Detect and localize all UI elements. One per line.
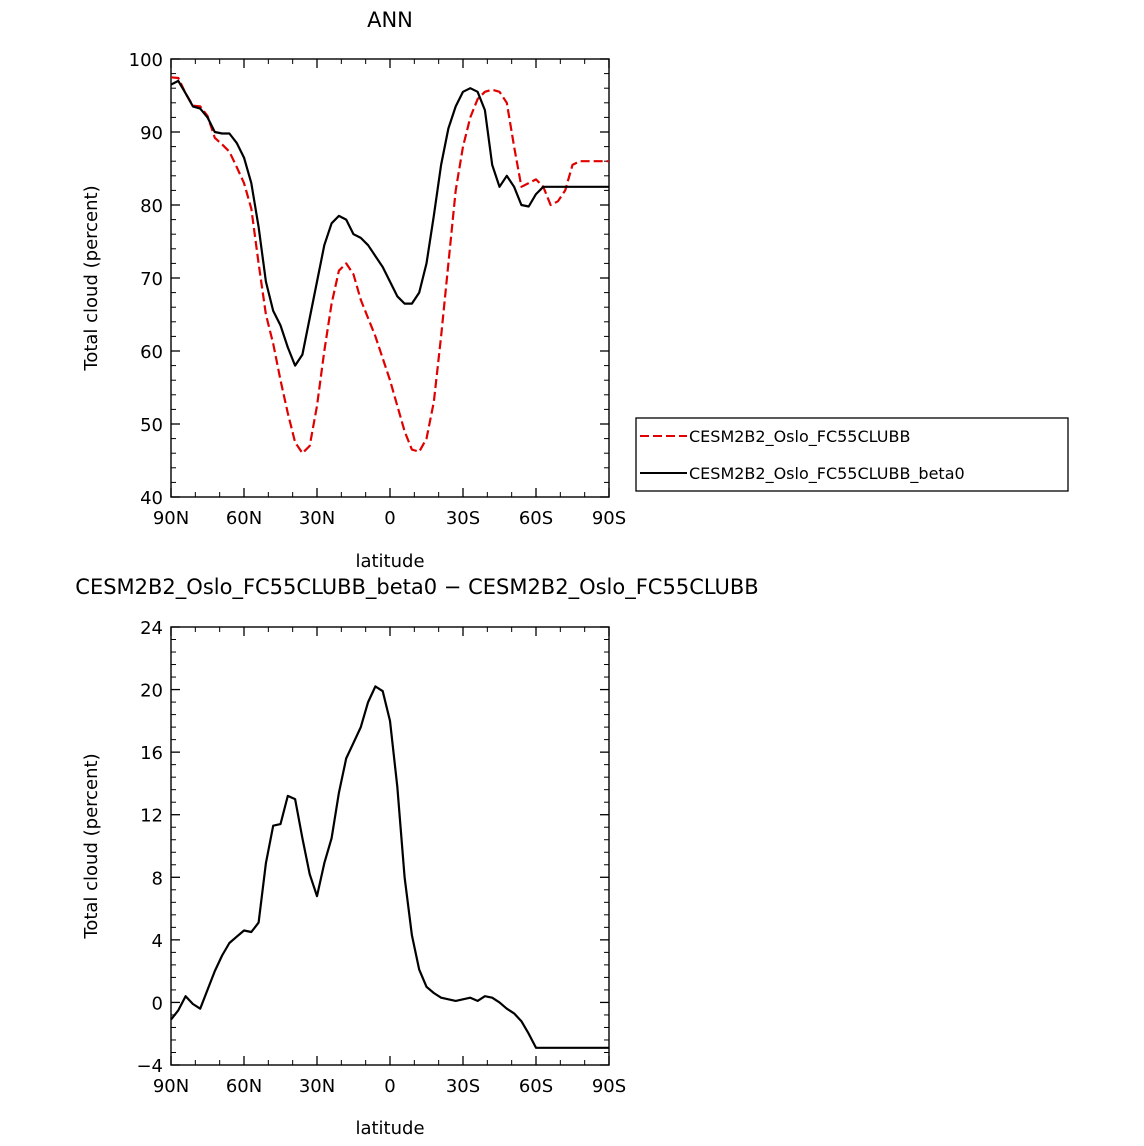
bottom-chart-x-tick-label: 60S [519,1076,553,1097]
bottom-chart-x-tick-label: 90S [592,1076,626,1097]
top-chart-y-tick-label: 70 [140,269,163,290]
bottom-chart-y-tick-label: 24 [140,618,163,639]
top-chart-y-tick-label: 50 [140,415,163,436]
bottom-chart-x-tick-label: 0 [384,1076,395,1097]
top-chart-x-tick-label: 90S [592,508,626,529]
bottom-chart-plot-frame [170,626,610,1066]
bottom-chart: CESM2B2_Oslo_FC55CLUBB_beta0 − CESM2B2_O… [75,575,758,1139]
top-chart-x-tick-label: 60N [226,508,262,529]
top-chart-x-tick-label: 0 [384,508,395,529]
top-chart-x-tick-label: 30N [299,508,335,529]
bottom-chart-series [170,685,609,1049]
bottom-chart-y-tick-label: 8 [152,868,163,889]
top-chart-title: ANN [367,8,413,32]
legend-label-series-2: CESM2B2_Oslo_FC55CLUBB_beta0 [689,464,965,484]
top-chart-ylabel: Total cloud (percent) [81,185,102,371]
bottom-chart-ylabel: Total cloud (percent) [81,753,102,939]
bottom-chart-xlabel: latitude [355,1118,424,1139]
top-chart-y-tick-label: 90 [140,123,163,144]
top-chart-y-tick-label: 80 [140,196,163,217]
bottom-chart-y-tick-label: 4 [152,931,163,952]
bottom-chart-y-tick-label: 12 [140,806,163,827]
legend-label-series-1: CESM2B2_Oslo_FC55CLUBB [689,427,910,447]
bottom-chart-x-tick-label: 60N [226,1076,262,1097]
top-chart-xlabel: latitude [355,551,424,572]
legend-box [635,417,1069,492]
top-chart-x-tick-label: 90N [153,508,189,529]
top-chart-plot-frame [170,58,610,498]
bottom-chart-x-tick-label: 30S [446,1076,480,1097]
top-chart-series [170,76,609,455]
bottom-chart-y-tick-label: 16 [140,743,163,764]
top-chart-series-line-2 [170,79,609,367]
bottom-chart-y-tick-label: −4 [136,1056,163,1077]
top-chart-legend: CESM2B2_Oslo_FC55CLUBB CESM2B2_Oslo_FC55… [635,417,1069,492]
top-chart-axes: 90N 60N 30N 0 30S 60S 90S 40 50 60 70 80 90 100 [129,50,627,529]
bottom-chart-title: CESM2B2_Oslo_FC55CLUBB_beta0 − CESM2B2_O… [75,575,758,600]
top-chart-x-tick-label: 60S [519,508,553,529]
bottom-chart-x-tick-label: 30N [299,1076,335,1097]
top-chart: ANN 90N 60N 30N 0 30S 60S 90S 40 50 60 70 80 90 100 l… [81,8,1069,572]
top-chart-y-tick-label: 60 [140,342,163,363]
bottom-chart-series-line-1 [170,685,609,1049]
top-chart-series-line-1 [170,76,609,455]
top-chart-x-tick-label: 30S [446,508,480,529]
bottom-chart-axes: 90N 60N 30N 0 30S 60S 90S −4 0 4 8 12 16 20 24 [136,618,626,1097]
top-chart-y-tick-label: 100 [129,50,163,71]
bottom-chart-x-tick-label: 90N [153,1076,189,1097]
bottom-chart-y-tick-label: 20 [140,681,163,702]
top-chart-y-tick-label: 40 [140,488,163,509]
bottom-chart-y-tick-label: 0 [152,993,163,1014]
